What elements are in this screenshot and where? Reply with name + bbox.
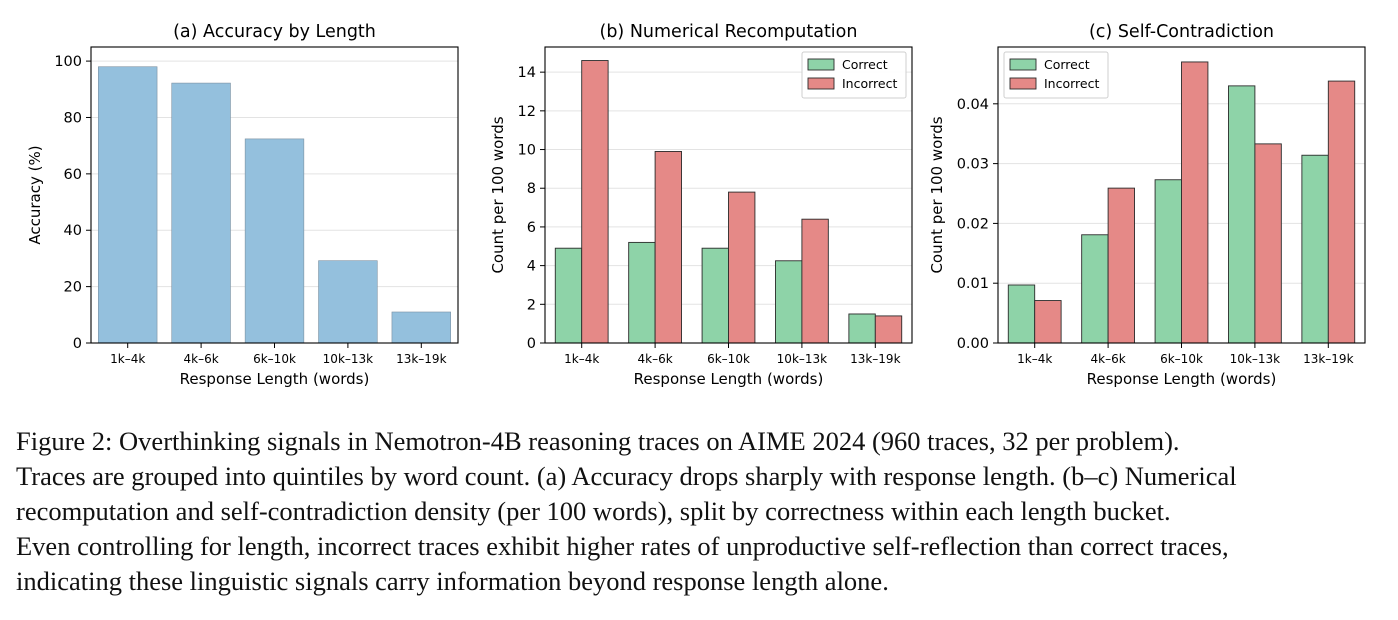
y-tick-label: 40	[64, 223, 82, 239]
legend-swatch-incorrect	[807, 77, 835, 90]
x-tick-label: 4k–6k	[1091, 352, 1126, 366]
bar-correct	[701, 247, 729, 344]
bar-correct	[1228, 85, 1256, 344]
bar-incorrect	[1181, 61, 1209, 344]
y-tick-label: 80	[64, 110, 82, 126]
bar-incorrect	[1327, 80, 1356, 344]
y-tick-label: 0.01	[957, 276, 989, 292]
legend-swatch-correct	[1009, 58, 1037, 71]
y-tick-label: 0	[527, 336, 536, 352]
bar-correct	[775, 260, 803, 344]
y-tick-label: 10	[518, 143, 536, 159]
bar-correct	[848, 313, 876, 344]
y-axis-label: Count per 100 words	[489, 116, 507, 273]
y-tick-label: 12	[518, 104, 536, 120]
x-axis-label: Response Length (words)	[634, 370, 824, 388]
bar-incorrect	[1034, 300, 1062, 344]
x-tick-label: 1k–4k	[1017, 352, 1052, 366]
legend-label-incorrect: Incorrect	[842, 76, 897, 91]
x-tick-label: 6k–10k	[707, 352, 750, 366]
y-axis-label: Accuracy (%)	[26, 145, 44, 244]
y-tick-label: 6	[527, 220, 536, 236]
bar	[318, 260, 378, 344]
y-tick-label: 100	[54, 54, 82, 70]
y-tick-label: 8	[527, 181, 536, 197]
y-tick-label: 0.00	[957, 336, 989, 352]
y-tick-label: 14	[518, 65, 536, 81]
bar-correct	[554, 247, 583, 344]
bar-correct	[1301, 154, 1329, 344]
y-tick-label: 0.02	[957, 216, 989, 232]
y-tick-label: 0.03	[957, 157, 989, 173]
x-tick-label: 6k–10k	[1160, 352, 1203, 366]
bar	[244, 138, 305, 344]
chart-title: (a) Accuracy by Length	[173, 22, 376, 42]
bar	[391, 311, 451, 344]
x-axis-label: Response Length (words)	[180, 370, 370, 388]
bar-incorrect	[654, 151, 682, 344]
y-tick-label: 0	[73, 336, 82, 352]
caption-line: indicating these linguistic signals carr…	[16, 566, 889, 596]
x-tick-label: 1k–4k	[110, 352, 145, 366]
x-tick-label: 13k–19k	[850, 352, 900, 366]
bar-correct	[1007, 284, 1036, 344]
figure-caption: Figure 2: Overthinking signals in Nemotr…	[16, 424, 1382, 599]
bar	[98, 66, 158, 344]
y-tick-label: 60	[64, 167, 82, 183]
bar-correct	[1081, 234, 1109, 344]
bar-correct	[1154, 179, 1182, 344]
caption-line: recomputation and self-contradiction den…	[16, 496, 1171, 526]
chart-title: (b) Numerical Recomputation	[600, 22, 858, 42]
x-tick-label: 1k–4k	[564, 352, 599, 366]
y-axis-label: Count per 100 words	[928, 116, 946, 273]
y-tick-label: 4	[527, 259, 536, 275]
bar-incorrect	[728, 191, 756, 344]
y-tick-label: 20	[64, 280, 82, 296]
x-tick-label: 4k–6k	[638, 352, 673, 366]
x-tick-label: 10k–13k	[323, 352, 373, 366]
bar-incorrect	[874, 315, 903, 344]
bar	[171, 82, 231, 344]
caption-line: Traces are grouped into quintiles by wor…	[16, 461, 1237, 491]
bar-incorrect	[1254, 143, 1282, 344]
x-tick-label: 6k–10k	[253, 352, 296, 366]
legend-label-correct: Correct	[842, 57, 888, 72]
x-axis-label: Response Length (words)	[1087, 370, 1277, 388]
legend-label-correct: Correct	[1044, 57, 1090, 72]
caption-line: Even controlling for length, incorrect t…	[16, 531, 1229, 561]
bar-incorrect	[801, 218, 829, 344]
figure: 0 20 40 60 80 100 1k–4k 4k–6k 6k–10k 10k–13k 13k–1…	[26, 22, 1366, 388]
bar-incorrect	[1107, 187, 1135, 344]
x-tick-label: 10k–13k	[1230, 352, 1280, 366]
x-tick-label: 13k–19k	[396, 352, 446, 366]
x-tick-label: 13k–19k	[1303, 352, 1353, 366]
bar-correct	[628, 241, 656, 344]
legend-label-incorrect: Incorrect	[1044, 76, 1099, 91]
y-tick-label: 2	[527, 297, 536, 313]
legend-swatch-incorrect	[1009, 77, 1037, 90]
x-tick-label: 4k–6k	[184, 352, 219, 366]
x-tick-label: 10k–13k	[777, 352, 827, 366]
caption-line: Figure 2: Overthinking signals in Nemotr…	[16, 426, 1180, 456]
y-tick-label: 0.04	[957, 97, 989, 113]
chart-title: (c) Self-Contradiction	[1089, 22, 1274, 42]
bar-incorrect	[581, 60, 609, 344]
legend-swatch-correct	[807, 58, 835, 71]
